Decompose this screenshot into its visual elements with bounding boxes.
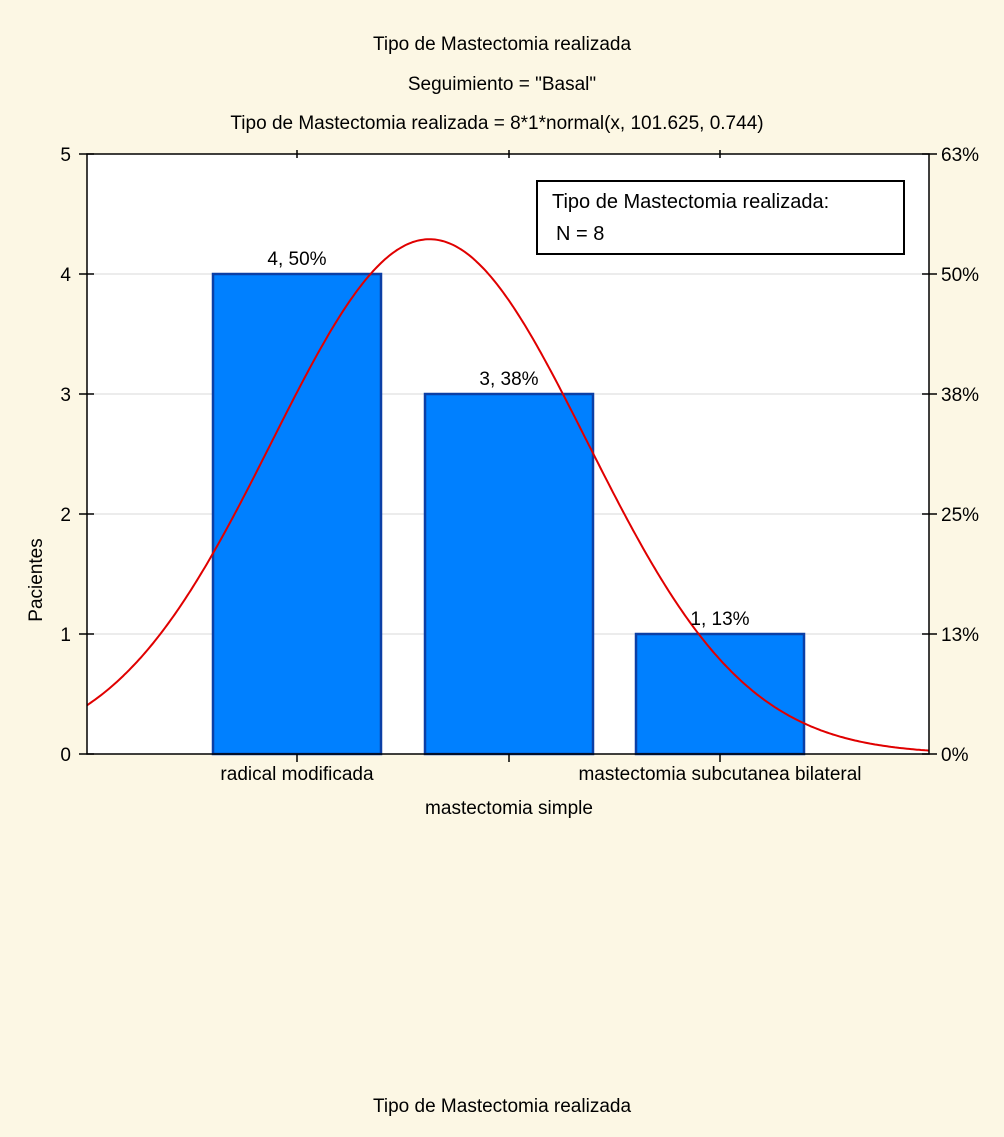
y2-tick-label: 0% — [941, 745, 969, 766]
axis-ticks: 0 0% 1 13% 2 25% 3 38% 4 50% 5 63% — [60, 145, 979, 766]
legend-n: N = 8 — [556, 223, 604, 245]
bar-labels: 4, 50% 3, 38% 1, 13% — [267, 249, 749, 630]
y2-tick-label: 50% — [941, 265, 979, 286]
y2-tick-label: 38% — [941, 385, 979, 406]
plot-frame — [86, 153, 930, 755]
x-category-label: mastectomia simple — [425, 798, 593, 819]
bar-value-label: 4, 50% — [267, 249, 326, 270]
chart-subtitle: Seguimiento = "Basal" — [408, 74, 596, 95]
legend: Tipo de Mastectomia realizada: N = 8 — [536, 180, 905, 255]
bar — [423, 392, 595, 756]
y-tick-label: 2 — [60, 505, 71, 526]
chart-titles: Tipo de Mastectomia realizada Seguimient… — [230, 34, 763, 134]
x-category-label: radical modificada — [220, 764, 374, 785]
bar-value-label: 1, 13% — [690, 609, 749, 630]
y2-tick-label: 25% — [941, 505, 979, 526]
x-category-label: mastectomia subcutanea bilateral — [578, 764, 861, 785]
y-tick-label: 5 — [60, 145, 71, 166]
y-axis-title: Pacientes — [26, 538, 47, 621]
normal-fit-curve-layer — [86, 238, 930, 752]
y2-tick-label: 13% — [941, 625, 979, 646]
legend-box — [536, 180, 905, 255]
chart-title: Tipo de Mastectomia realizada — [373, 34, 631, 55]
bar — [211, 272, 383, 756]
y-tick-label: 3 — [60, 385, 71, 406]
x-tick-labels: radical modificada mastectomia simple mast… — [220, 764, 861, 819]
bar — [634, 632, 806, 756]
legend-title: Tipo de Mastectomia realizada: — [552, 191, 829, 213]
normal-fit-curve — [86, 238, 930, 752]
chart-fit-formula: Tipo de Mastectomia realizada = 8*1*norm… — [230, 113, 763, 134]
y-tick-label: 0 — [60, 745, 71, 766]
bar-value-label: 3, 38% — [479, 369, 538, 390]
y-tick-label: 1 — [60, 625, 71, 646]
y2-tick-label: 63% — [941, 145, 979, 166]
y-tick-label: 4 — [60, 265, 71, 286]
x-axis-title: Tipo de Mastectomia realizada — [373, 1096, 631, 1117]
